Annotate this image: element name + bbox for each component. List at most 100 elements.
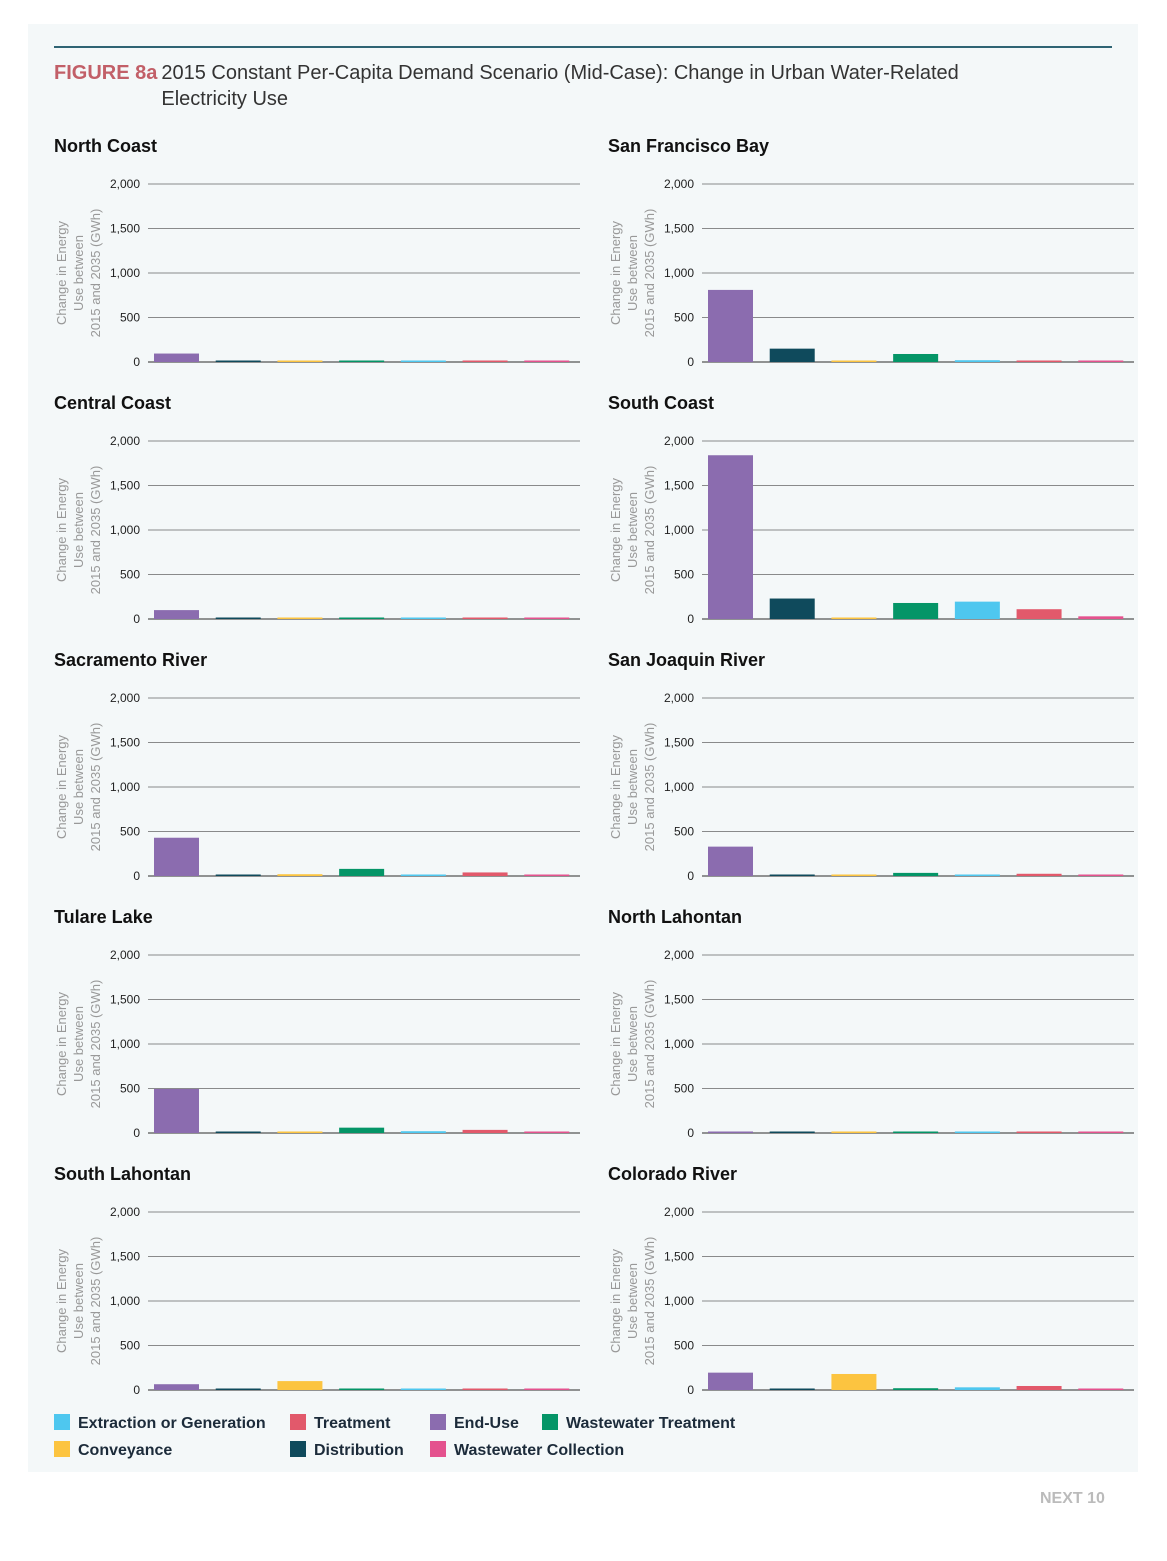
bar-end-use (708, 1372, 753, 1390)
bar-end-use (708, 846, 753, 876)
bar-end-use (154, 1088, 199, 1133)
y-axis-label: Change in Energy Use between 2015 and 2035… (608, 723, 657, 852)
legend-swatch (430, 1414, 446, 1430)
y-tick-label: 0 (133, 355, 140, 369)
bar-conveyance (831, 360, 877, 362)
bar-wastewater-treatment (339, 617, 385, 619)
bar-extraction-or-generation (954, 874, 1000, 876)
bar-distribution (769, 598, 815, 619)
y-tick-label: 500 (120, 568, 140, 582)
bar-wastewater-collection (1078, 616, 1124, 619)
y-tick-label: 500 (674, 568, 694, 582)
y-axis-label-line: 2015 and 2035 (GWh) (642, 1237, 657, 1366)
y-tick-label: 1,000 (664, 780, 694, 794)
bar-extraction-or-generation (400, 1388, 446, 1390)
y-tick-label: 2,000 (110, 1205, 140, 1219)
bar-wastewater-collection (1078, 360, 1124, 362)
region-chart: South Coast Change in Energy Use between 20… (608, 393, 1148, 633)
chart-svg: Change in Energy Use between 2015 and 2035… (54, 1205, 580, 1397)
chart-title: Sacramento River (54, 650, 208, 670)
bar-conveyance (831, 1373, 877, 1390)
y-axis-label-line: Use between (71, 492, 86, 568)
y-axis-label: Change in Energy Use between 2015 and 2035… (54, 466, 103, 595)
bar-distribution (769, 1131, 815, 1133)
legend-swatch (430, 1441, 446, 1457)
y-axis-label-line: Use between (625, 235, 640, 311)
bar-extraction-or-generation (400, 617, 446, 619)
bar-wastewater-collection (1078, 874, 1124, 876)
legend-item-treatment: Treatment (290, 1414, 390, 1433)
chart-svg: Change in Energy Use between 2015 and 2035… (54, 948, 580, 1140)
bar-conveyance (277, 1381, 323, 1390)
y-tick-label: 1,500 (664, 479, 694, 493)
legend-label: Extraction or Generation (78, 1415, 266, 1432)
y-axis-label-line: Use between (625, 1006, 640, 1082)
legend-label: Distribution (314, 1442, 404, 1459)
y-axis-label-line: Change in Energy (608, 991, 623, 1096)
footer-brand: NEXT 10 (1040, 1490, 1105, 1507)
region-chart: South Lahontan Change in Energy Use betwee… (54, 1164, 594, 1404)
bar-treatment (1016, 609, 1062, 619)
y-tick-label: 1,000 (110, 523, 140, 537)
y-axis-label-line: Use between (71, 1263, 86, 1339)
y-axis-label-line: Change in Energy (608, 1248, 623, 1353)
y-tick-label: 0 (687, 1383, 694, 1397)
region-chart: Central Coast Change in Energy Use between… (54, 393, 594, 633)
y-axis-label: Change in Energy Use between 2015 and 2035… (54, 723, 103, 852)
bar-distribution (215, 360, 261, 362)
bar-extraction-or-generation (400, 360, 446, 362)
y-tick-label: 2,000 (664, 948, 694, 962)
y-tick-label: 1,000 (664, 1037, 694, 1051)
region-chart: San Francisco Bay Change in Energy Use bet… (608, 136, 1148, 376)
y-axis-label: Change in Energy Use between 2015 and 2035… (54, 1237, 103, 1366)
bar-extraction-or-generation (954, 1131, 1000, 1133)
chart-title: South Lahontan (54, 1164, 191, 1184)
y-tick-label: 0 (133, 612, 140, 626)
bar-treatment (1016, 1385, 1062, 1390)
bar-end-use (154, 610, 199, 619)
chart-svg: Change in Energy Use between 2015 and 2035… (54, 434, 580, 626)
y-tick-label: 1,000 (110, 1294, 140, 1308)
bar-wastewater-collection (524, 1388, 570, 1390)
bar-end-use (708, 1131, 753, 1133)
y-tick-label: 1,500 (110, 1250, 140, 1264)
bar-wastewater-collection (524, 360, 570, 362)
y-axis-label-line: Change in Energy (608, 477, 623, 582)
y-tick-label: 1,500 (110, 993, 140, 1007)
y-tick-label: 2,000 (110, 434, 140, 448)
bar-wastewater-collection (524, 874, 570, 876)
chart-svg: Change in Energy Use between 2015 and 2035… (54, 691, 580, 883)
legend-item-wastewater-treatment: Wastewater Treatment (542, 1414, 735, 1433)
bar-distribution (769, 1388, 815, 1390)
bar-treatment (1016, 873, 1062, 876)
bar-end-use (708, 455, 753, 619)
y-axis-label-line: 2015 and 2035 (GWh) (88, 980, 103, 1109)
legend-label: End-Use (454, 1415, 519, 1432)
chart-title: North Coast (54, 136, 157, 156)
y-tick-label: 0 (133, 1383, 140, 1397)
region-chart: Colorado River Change in Energy Use betwee… (608, 1164, 1148, 1404)
y-axis-label-line: Use between (625, 492, 640, 568)
bar-wastewater-collection (1078, 1388, 1124, 1390)
y-tick-label: 1,500 (664, 222, 694, 236)
chart-svg: Change in Energy Use between 2015 and 2035… (608, 948, 1134, 1140)
legend-item-end-use: End-Use (430, 1414, 519, 1433)
region-chart: North Coast Change in Energy Use between 20… (54, 136, 594, 376)
y-tick-label: 0 (687, 869, 694, 883)
y-axis-label: Change in Energy Use between 2015 and 2035… (608, 209, 657, 338)
bar-treatment (1016, 1131, 1062, 1133)
legend-item-wastewater-collection: Wastewater Collection (430, 1441, 624, 1460)
legend-item-extraction: Extraction or Generation (54, 1414, 266, 1433)
bar-wastewater-treatment (893, 1388, 939, 1390)
legend-label: Conveyance (78, 1442, 173, 1459)
bar-wastewater-collection (524, 1131, 570, 1133)
chart-title: Colorado River (608, 1164, 738, 1184)
bar-end-use (154, 1384, 199, 1390)
figure-title-text: 2015 Constant Per-Capita Demand Scenario… (161, 62, 959, 110)
chart-title: Tulare Lake (54, 907, 153, 927)
bar-treatment (462, 1388, 508, 1390)
y-tick-label: 1,500 (110, 736, 140, 750)
region-chart: Tulare Lake Change in Energy Use between 20… (54, 907, 594, 1147)
bar-conveyance (831, 617, 877, 619)
bar-wastewater-treatment (893, 353, 939, 362)
